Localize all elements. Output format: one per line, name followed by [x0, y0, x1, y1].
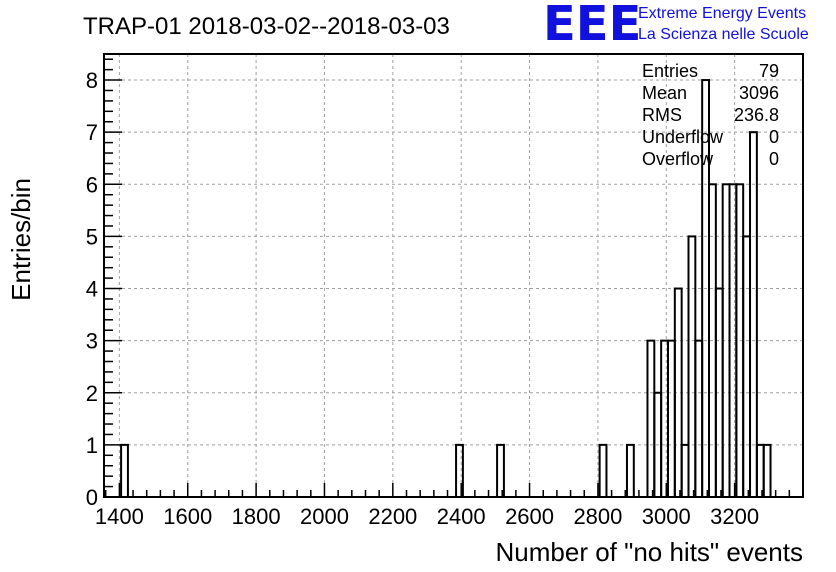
- x-tick-label: 3000: [642, 504, 691, 529]
- logo: EEE Extreme Energy Events La Scienza nel…: [543, 0, 809, 52]
- x-tick-label: 1400: [95, 504, 144, 529]
- x-axis-label: Number of "no hits" events: [496, 537, 804, 567]
- x-axis-ticks: 1400 1600 1800 2000 2200 2400 2600 2800 3000 3200: [95, 483, 804, 529]
- histogram-bin: [666, 339, 676, 498]
- y-tick-label: 1: [86, 433, 98, 458]
- stat-rms-label: RMS: [642, 105, 682, 125]
- x-tick-label: 2800: [573, 504, 622, 529]
- logo-line-2: La Scienza nelle Scuole: [638, 26, 809, 43]
- stat-overflow-value: 0: [769, 149, 779, 169]
- x-tick-label: 1600: [163, 504, 212, 529]
- axes: [103, 53, 804, 498]
- y-tick-label: 4: [86, 277, 98, 302]
- histogram-bin: [598, 443, 608, 498]
- x-tick-label: 2600: [505, 504, 554, 529]
- stat-entries-value: 79: [759, 61, 779, 81]
- stats-box: Entries 79 Mean 3096 RMS 236.8 Underflow…: [642, 61, 779, 169]
- stat-overflow-label: Overflow: [642, 149, 714, 169]
- y-tick-label: 8: [86, 68, 98, 93]
- grid-lines: [104, 54, 803, 497]
- stat-entries-label: Entries: [642, 61, 698, 81]
- stat-underflow-label: Underflow: [642, 127, 724, 147]
- y-tick-label: 7: [86, 120, 98, 145]
- y-axis-label: Entries/bin: [6, 178, 36, 301]
- stat-mean-label: Mean: [642, 83, 687, 103]
- histogram-bin: [496, 443, 505, 498]
- x-tick-label: 2000: [300, 504, 349, 529]
- stat-mean-value: 3096: [739, 83, 779, 103]
- stat-rms-value: 236.8: [734, 105, 779, 125]
- y-tick-label: 5: [86, 224, 98, 249]
- histogram-bin: [687, 235, 697, 498]
- chart-title: TRAP-01 2018-03-02--2018-03-03: [83, 13, 450, 40]
- histogram-bin: [625, 443, 635, 498]
- histogram-bin: [742, 235, 752, 498]
- stat-underflow-value: 0: [769, 127, 779, 147]
- x-tick-label: 1800: [232, 504, 281, 529]
- histogram-bin: [749, 131, 758, 498]
- histogram-bin: [755, 443, 765, 498]
- y-tick-label: 6: [86, 172, 98, 197]
- histogram-bin: [694, 339, 704, 498]
- logo-mark: EEE: [543, 0, 641, 52]
- logo-line-1: Extreme Energy Events: [638, 5, 806, 22]
- y-tick-label: 3: [86, 329, 98, 354]
- x-tick-label: 2400: [437, 504, 486, 529]
- plot-frame: [103, 53, 804, 498]
- histogram-bin: [660, 339, 669, 498]
- y-tick-label: 2: [86, 381, 98, 406]
- x-tick-label: 2200: [368, 504, 417, 529]
- x-tick-label: 3200: [710, 504, 759, 529]
- histogram-bin: [762, 443, 772, 498]
- histogram-bin: [120, 443, 129, 498]
- histogram-bin: [646, 339, 656, 498]
- y-tick-label: 0: [86, 485, 98, 510]
- histogram-bin: [680, 443, 690, 498]
- y-axis-ticks: 0 1 2 3 4 5 6 7 8: [86, 58, 122, 510]
